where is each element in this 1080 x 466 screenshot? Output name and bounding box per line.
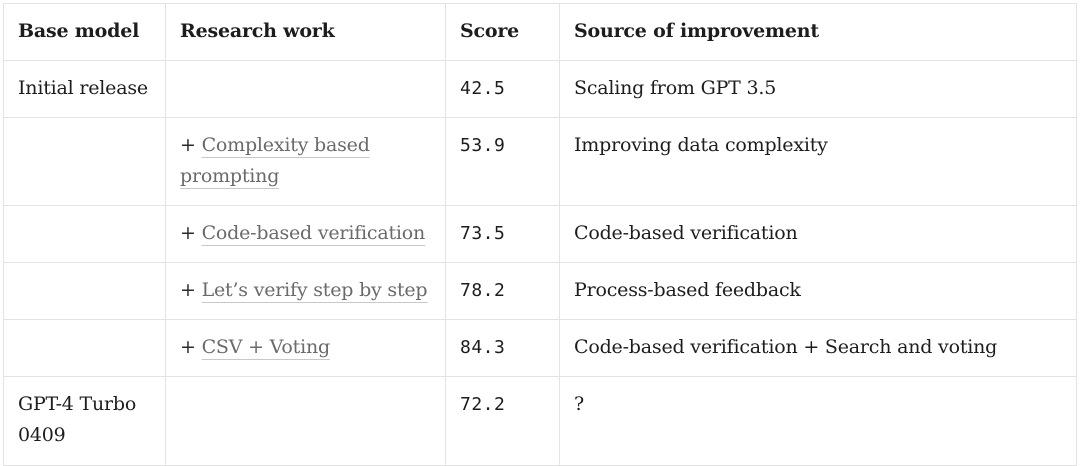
results-table: Base model Research work Score Source of… — [3, 3, 1077, 466]
cell-base-model — [3, 117, 166, 206]
cell-research-work — [165, 376, 446, 466]
table-row: + CSV + Voting 84.3 Code-based verificat… — [3, 319, 1077, 377]
cell-score: 78.2 — [445, 262, 560, 320]
cell-research-work: + Code-based verification — [165, 205, 446, 263]
table-row: GPT-4 Turbo 0409 72.2 ? — [3, 376, 1077, 466]
header-score: Score — [445, 3, 560, 61]
table-row: + Complexity based prompting 53.9 Improv… — [3, 117, 1077, 206]
link-code-based-verification[interactable]: Code-based verification — [201, 222, 426, 244]
cell-source: Code-based verification + Search and vot… — [559, 319, 1077, 377]
cell-score: 84.3 — [445, 319, 560, 377]
link-csv-voting[interactable]: CSV + Voting — [201, 336, 331, 358]
header-base-model: Base model — [3, 3, 166, 61]
results-table-container: Base model Research work Score Source of… — [3, 3, 1077, 466]
plus-prefix: + — [180, 222, 202, 244]
cell-base-model — [3, 262, 166, 320]
cell-base-model: Initial release — [3, 60, 166, 118]
cell-source: Scaling from GPT 3.5 — [559, 60, 1077, 118]
cell-research-work — [165, 60, 446, 118]
cell-research-work: + Let’s verify step by step — [165, 262, 446, 320]
cell-base-model — [3, 205, 166, 263]
cell-source: Improving data complexity — [559, 117, 1077, 206]
link-lets-verify-step-by-step[interactable]: Let’s verify step by step — [201, 279, 428, 301]
plus-prefix: + — [180, 134, 202, 156]
cell-score: 42.5 — [445, 60, 560, 118]
table-row: Initial release 42.5 Scaling from GPT 3.… — [3, 60, 1077, 118]
link-complexity-based-prompting[interactable]: Complexity based prompting — [180, 134, 370, 187]
cell-score: 72.2 — [445, 376, 560, 466]
header-source: Source of improvement — [559, 3, 1077, 61]
cell-base-model: GPT-4 Turbo 0409 — [3, 376, 166, 466]
cell-score: 73.5 — [445, 205, 560, 263]
table-row: + Code-based verification 73.5 Code-base… — [3, 205, 1077, 263]
table-row: + Let’s verify step by step 78.2 Process… — [3, 262, 1077, 320]
cell-source: Process-based feedback — [559, 262, 1077, 320]
cell-score: 53.9 — [445, 117, 560, 206]
cell-research-work: + CSV + Voting — [165, 319, 446, 377]
plus-prefix: + — [180, 279, 202, 301]
cell-base-model — [3, 319, 166, 377]
table-header-row: Base model Research work Score Source of… — [3, 3, 1077, 61]
cell-research-work: + Complexity based prompting — [165, 117, 446, 206]
cell-source: ? — [559, 376, 1077, 466]
header-research-work: Research work — [165, 3, 446, 61]
plus-prefix: + — [180, 336, 202, 358]
cell-source: Code-based verification — [559, 205, 1077, 263]
